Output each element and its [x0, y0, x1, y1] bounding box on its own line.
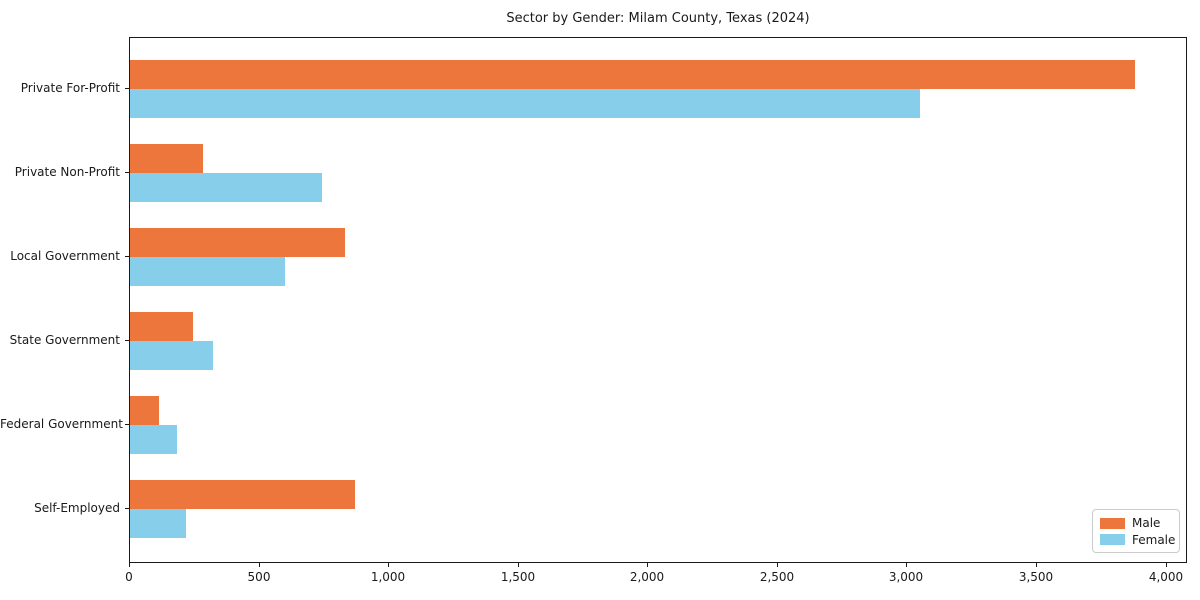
x-tick-mark — [647, 563, 648, 567]
bar-female-private-non-profit — [130, 173, 322, 202]
y-tick-label-private-for-profit: Private For-Profit — [20, 81, 120, 95]
legend-entry-female: Female — [1100, 532, 1176, 548]
x-tick-mark — [259, 563, 260, 567]
male-swatch — [1100, 517, 1125, 529]
x-tick-mark — [1036, 563, 1037, 567]
y-tick-label-state-government: State Government — [9, 333, 120, 347]
x-tick-label-0: 0 — [125, 570, 133, 584]
x-tick-mark — [1166, 563, 1167, 567]
y-tick-mark — [125, 88, 129, 89]
legend-label-female: Female — [1132, 532, 1176, 547]
bar-female-self-employed — [130, 509, 186, 538]
x-tick-label-2000: 2,000 — [629, 570, 665, 584]
legend-entry-male: Male — [1100, 515, 1172, 531]
x-tick-mark — [129, 563, 130, 567]
x-tick-label-500: 500 — [247, 570, 271, 584]
x-tick-label-3000: 3,000 — [888, 570, 924, 584]
x-tick-mark — [777, 563, 778, 567]
x-tick-label-1500: 1,500 — [500, 570, 536, 584]
x-tick-label-4000: 4,000 — [1148, 570, 1184, 584]
y-tick-label-federal-government: Federal Government — [0, 417, 123, 431]
x-tick-label-3500: 3,500 — [1018, 570, 1054, 584]
legend-label-male: Male — [1132, 516, 1161, 531]
bar-male-local-government — [130, 228, 345, 257]
bar-male-self-employed — [130, 480, 355, 509]
bar-male-private-for-profit — [130, 60, 1135, 89]
female-swatch — [1100, 534, 1125, 546]
chart-title: Sector by Gender: Milam County, Texas (2… — [506, 11, 810, 26]
bar-female-local-government — [130, 257, 285, 286]
y-tick-mark — [125, 508, 129, 509]
x-tick-mark — [906, 563, 907, 567]
y-tick-mark — [125, 172, 129, 173]
y-tick-label-private-non-profit: Private Non-Profit — [14, 165, 120, 179]
x-tick-mark — [388, 563, 389, 567]
bar-female-state-government — [130, 341, 213, 370]
y-tick-mark — [125, 256, 129, 257]
plot-area — [129, 37, 1187, 563]
bar-male-state-government — [130, 312, 193, 341]
bar-female-federal-government — [130, 425, 177, 454]
bar-male-private-non-profit — [130, 144, 203, 173]
bar-male-federal-government — [130, 396, 159, 425]
x-tick-label-2500: 2,500 — [759, 570, 795, 584]
y-tick-mark — [125, 340, 129, 341]
bar-female-private-for-profit — [130, 89, 920, 118]
y-tick-label-local-government: Local Government — [10, 249, 120, 263]
y-tick-mark — [125, 424, 129, 425]
x-tick-label-1000: 1,000 — [370, 570, 406, 584]
legend: Male Female — [1092, 509, 1180, 553]
y-tick-label-self-employed: Self-Employed — [34, 501, 120, 515]
x-tick-mark — [518, 563, 519, 567]
